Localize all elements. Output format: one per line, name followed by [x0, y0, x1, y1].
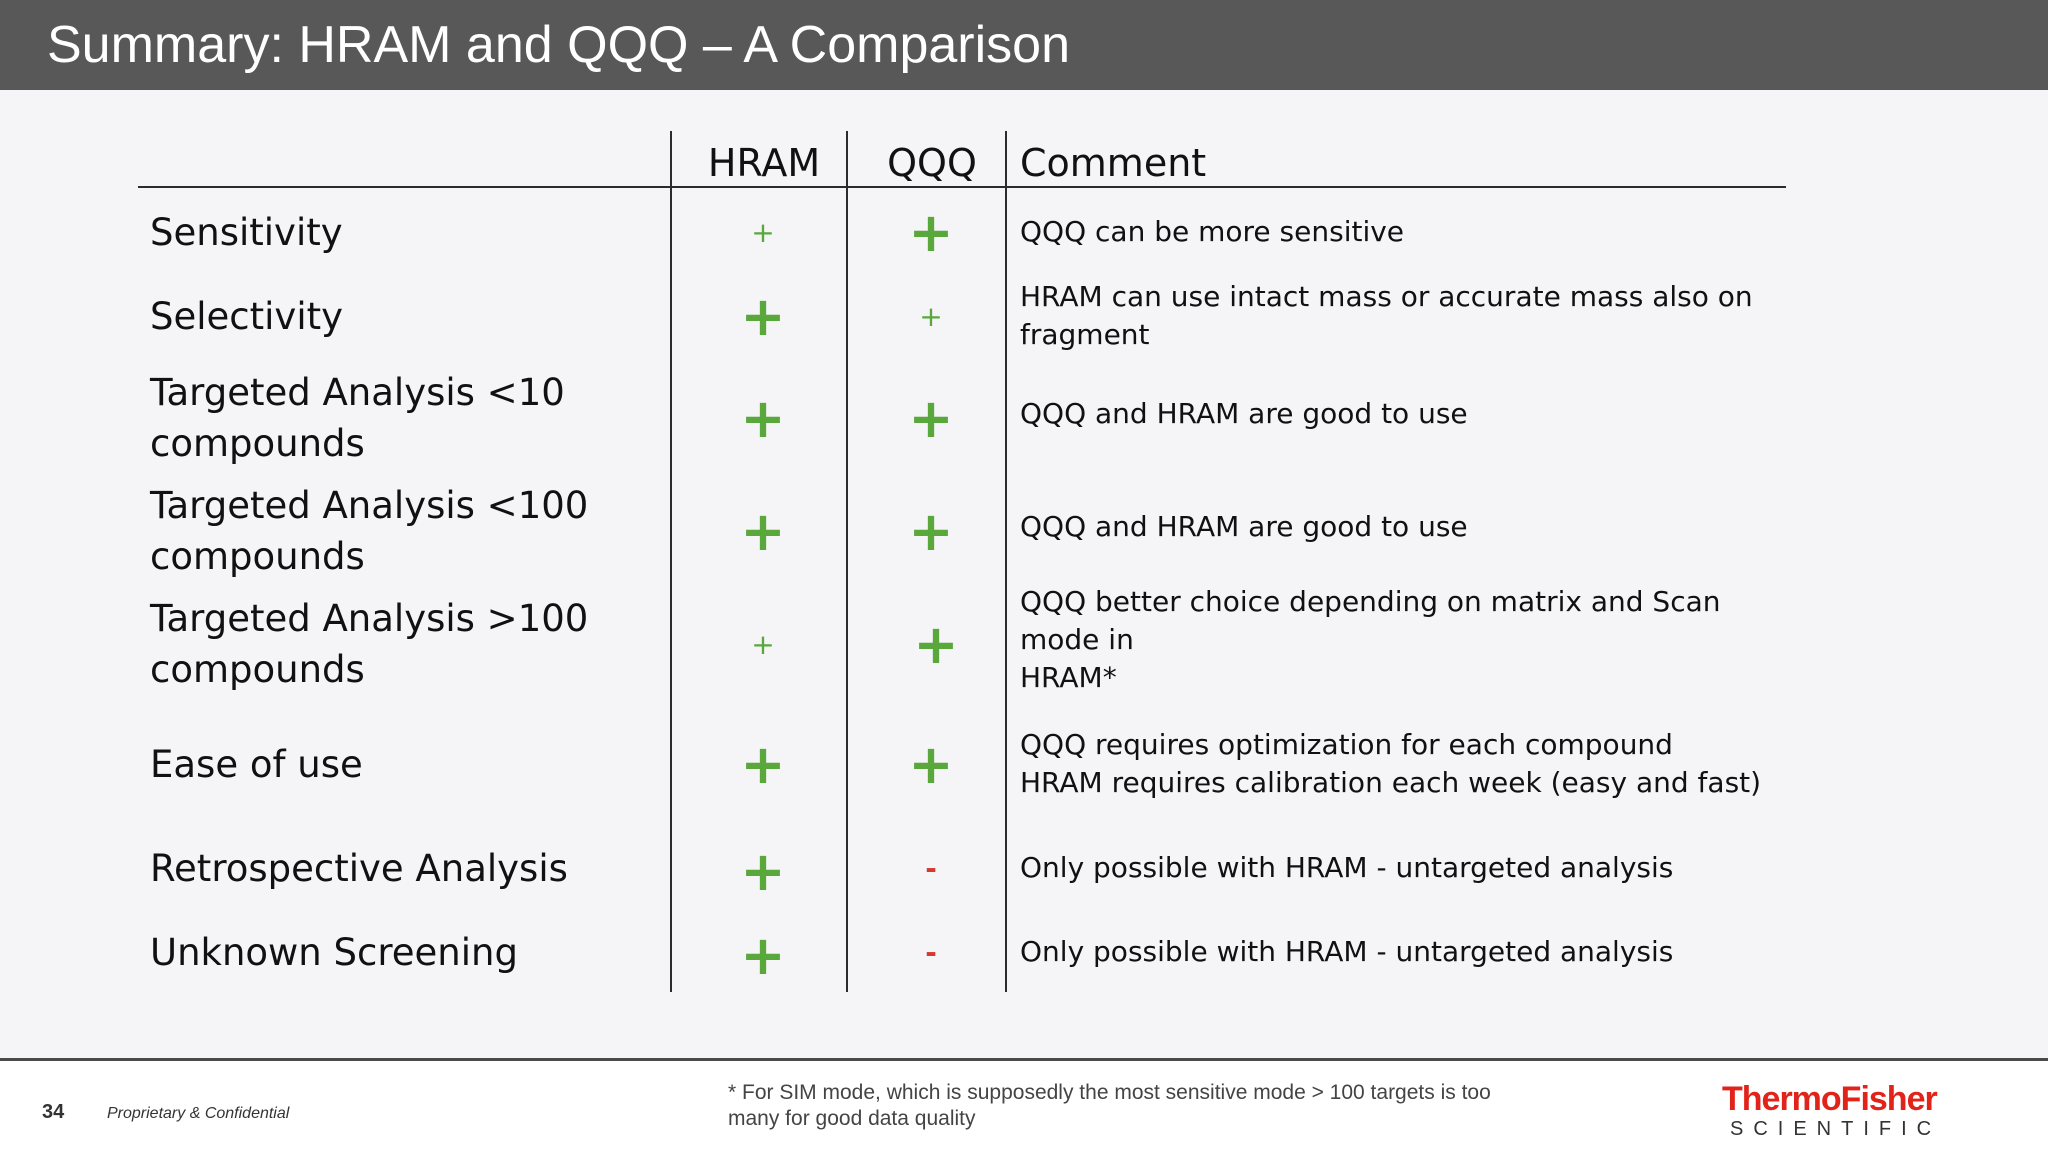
row-label-targeted-gt100: Targeted Analysis >100 compounds — [150, 597, 589, 691]
header-comment: Comment — [1020, 141, 1207, 185]
comment-line: Only possible with HRAM - untargeted ana… — [1020, 851, 1674, 884]
comment-line: fragment — [1020, 318, 1150, 351]
footer-divider — [0, 1058, 2048, 1061]
slide-title: Summary: HRAM and QQQ – A Comparison — [47, 16, 1071, 74]
header-hram: HRAM — [707, 141, 821, 185]
confidential-notice: Proprietary & Confidential — [107, 1105, 290, 1122]
hram-selectivity-plus: + — [740, 284, 786, 348]
divider-hram-qqq — [846, 131, 848, 992]
row-label-ease-of-use: Ease of use — [150, 742, 363, 786]
comment-line: HRAM can use intact mass or accurate mas… — [1020, 280, 1753, 313]
thermofisher-logo: ThermoFisher SCIENTIFIC — [1722, 1080, 1942, 1140]
comment-sensitivity: QQQ can be more sensitive — [1020, 200, 1790, 264]
hram-targeted-lt100-plus: + — [740, 499, 786, 563]
qqq-targeted-gt100-plus: + — [913, 612, 959, 676]
row-label-selectivity: Selectivity — [150, 294, 344, 338]
comment-unknown-screening: Only possible with HRAM - untargeted ana… — [1020, 920, 1790, 984]
hram-targeted-lt10-plus: + — [740, 386, 786, 450]
comment-line: QQQ requires optimization for each compo… — [1020, 728, 1673, 761]
hram-sensitivity-plus: + — [751, 215, 775, 249]
qqq-ease-of-use-plus: + — [908, 732, 954, 796]
comment-line: HRAM requires calibration each week (eas… — [1020, 766, 1762, 799]
comparison-table: HRAM QQQ Comment Sensitivity + + QQQ can… — [138, 131, 1790, 992]
comment-line: QQQ can be more sensitive — [1020, 215, 1405, 248]
page-number: 34 — [42, 1101, 65, 1123]
comment-selectivity: HRAM can use intact mass or accurate mas… — [1020, 270, 1790, 362]
header-underline — [138, 186, 1786, 188]
logo-wordmark: ThermoFisher — [1722, 1080, 1938, 1118]
divider-label-hram — [670, 131, 672, 992]
qqq-retrospective-minus: - — [925, 851, 937, 885]
comment-line: QQQ and HRAM are good to use — [1020, 397, 1468, 430]
hram-ease-of-use-plus: + — [740, 732, 786, 796]
hram-unknown-screening-plus: + — [740, 923, 786, 987]
qqq-selectivity-plus: + — [919, 299, 943, 333]
comment-line: Only possible with HRAM - untargeted ana… — [1020, 935, 1674, 968]
comment-line: QQQ better choice depending on matrix an… — [1020, 585, 1721, 656]
row-label-sensitivity: Sensitivity — [150, 210, 343, 254]
hram-targeted-gt100-plus: + — [751, 627, 775, 661]
title-bar: Summary: HRAM and QQQ – A Comparison — [0, 0, 2048, 90]
divider-qqq-comment — [1005, 131, 1007, 992]
comment-ease-of-use: QQQ requires optimization for each compo… — [1020, 718, 1790, 810]
comment-targeted-gt100: QQQ better choice depending on matrix an… — [1020, 585, 1790, 694]
row-label-targeted-lt100: Targeted Analysis <100 compounds — [150, 484, 589, 578]
comment-targeted-lt10: QQQ and HRAM are good to use — [1020, 364, 1790, 464]
qqq-targeted-lt10-plus: + — [908, 386, 954, 450]
footnote: * For SIM mode, which is supposedly the … — [728, 1081, 1491, 1130]
hram-retrospective-plus: + — [740, 839, 786, 903]
row-label-targeted-lt10: Targeted Analysis <10 compounds — [150, 371, 565, 465]
qqq-targeted-lt100-plus: + — [908, 499, 954, 563]
row-label-retrospective: Retrospective Analysis — [150, 846, 568, 890]
qqq-sensitivity-plus: + — [908, 200, 954, 264]
footer — [0, 1061, 2048, 1152]
header-qqq: QQQ — [887, 141, 977, 185]
qqq-unknown-screening-minus: - — [925, 935, 937, 969]
comment-line: HRAM* — [1020, 661, 1117, 694]
row-label-unknown-screening: Unknown Screening — [150, 930, 518, 974]
comment-targeted-lt100: QQQ and HRAM are good to use — [1020, 477, 1790, 577]
logo-subtitle: SCIENTIFIC — [1730, 1118, 1942, 1140]
comment-retrospective: Only possible with HRAM - untargeted ana… — [1020, 836, 1790, 900]
comment-line: QQQ and HRAM are good to use — [1020, 510, 1468, 543]
